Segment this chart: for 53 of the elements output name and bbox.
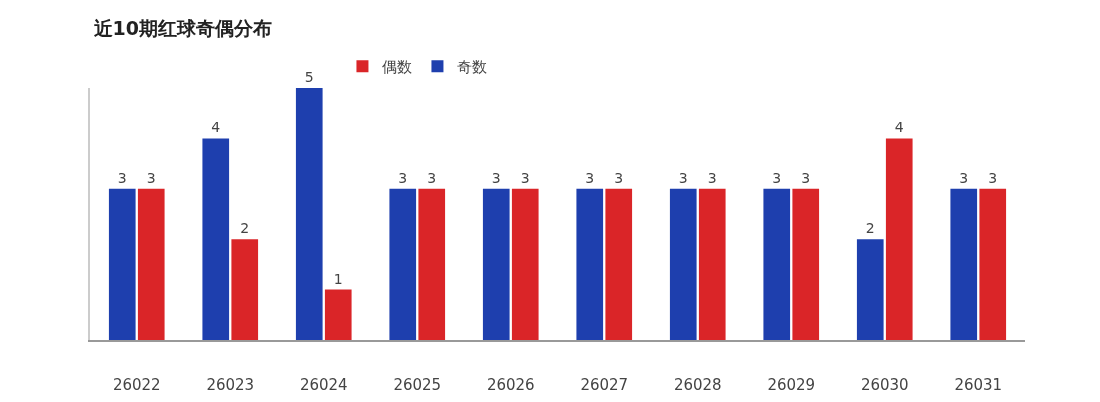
data-label: 2 [865, 220, 875, 237]
bar [511, 188, 539, 340]
bar [698, 188, 726, 340]
bar [137, 188, 165, 340]
bar [482, 188, 510, 340]
data-label: 3 [614, 169, 624, 186]
bar [856, 239, 884, 340]
bar [389, 188, 417, 340]
bar [418, 188, 446, 340]
bar [669, 188, 697, 340]
data-label: 2 [240, 220, 250, 237]
bar [885, 138, 913, 340]
data-label: 3 [117, 169, 127, 186]
data-label: 3 [801, 169, 811, 186]
bar [324, 289, 352, 340]
x-tick-label: 26023 [206, 376, 255, 394]
data-label: 4 [211, 119, 221, 136]
data-label: 3 [520, 169, 530, 186]
data-label: 5 [304, 69, 314, 85]
bar [763, 188, 791, 340]
bar [605, 188, 633, 340]
bar [979, 188, 1007, 340]
data-label: 3 [707, 169, 717, 186]
data-label: 3 [427, 169, 437, 186]
x-tick-label: 26029 [767, 376, 816, 394]
x-tick-label: 26028 [673, 376, 722, 394]
x-tick-label: 26024 [299, 376, 348, 394]
x-tick-label: 26026 [486, 376, 535, 394]
bar [108, 188, 136, 340]
data-label: 3 [678, 169, 688, 186]
chart-title: 近10期红球奇偶分布 [92, 16, 272, 39]
data-label: 3 [772, 169, 782, 186]
data-label: 3 [146, 169, 156, 186]
legend-label: 奇数 [457, 58, 488, 77]
data-label: 3 [491, 169, 501, 186]
data-label: 3 [398, 169, 408, 186]
legend-label: 偶数 [382, 58, 413, 77]
data-label: 3 [585, 169, 595, 186]
bar [202, 138, 230, 340]
bar [950, 188, 978, 340]
x-tick-label: 26030 [860, 376, 909, 394]
x-tick-label: 26025 [393, 376, 442, 394]
data-label: 1 [333, 270, 343, 287]
bar [576, 188, 604, 340]
bar [295, 88, 323, 340]
x-tick-label: 26022 [112, 376, 161, 394]
x-tick-label: 26031 [954, 376, 1003, 394]
data-label: 3 [988, 169, 998, 186]
x-tick-label: 26027 [580, 376, 629, 394]
data-label: 4 [894, 119, 904, 136]
bar [792, 188, 820, 340]
data-label: 3 [959, 169, 969, 186]
bar [231, 239, 259, 340]
